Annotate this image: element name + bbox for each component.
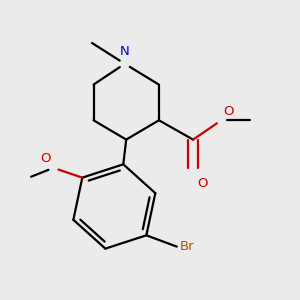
Text: O: O bbox=[40, 152, 50, 166]
Text: O: O bbox=[197, 177, 208, 190]
Text: N: N bbox=[120, 46, 130, 59]
Text: O: O bbox=[224, 106, 234, 118]
Text: Br: Br bbox=[180, 240, 194, 253]
